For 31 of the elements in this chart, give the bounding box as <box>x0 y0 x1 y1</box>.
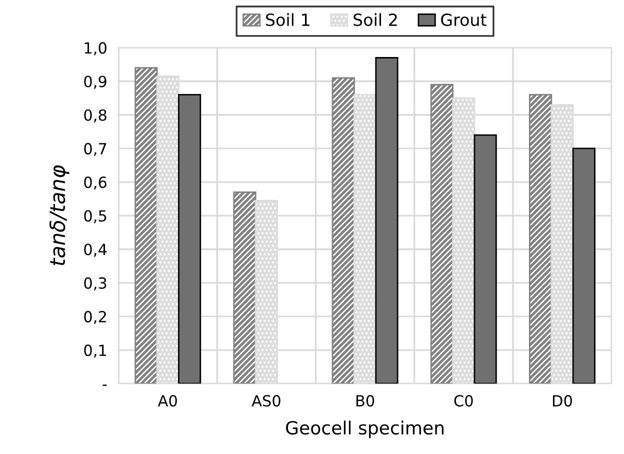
y-tick-label: 0,7 <box>84 142 106 156</box>
bar <box>233 191 256 384</box>
legend-label: Grout <box>441 13 486 26</box>
x-tick-label: B0 <box>356 395 374 407</box>
bar <box>178 94 202 384</box>
legend-label: Soil 1 <box>266 13 310 26</box>
y-tick-label: 0,6 <box>84 176 106 190</box>
legend-label: Soil 2 <box>354 13 397 26</box>
y-tick-label: 0,8 <box>84 109 106 122</box>
y-tick-label: 0,5 <box>84 210 106 224</box>
y-tick-label: 0,9 <box>84 76 106 89</box>
bar <box>332 77 355 384</box>
y-tick-label: 0,3 <box>84 277 106 290</box>
y-tick-label: 1,0 <box>84 42 106 56</box>
x-tick-label: AS0 <box>252 395 280 407</box>
bar <box>354 94 377 384</box>
y-tick-label: 0,2 <box>84 310 106 324</box>
y-tick-label: - <box>102 384 107 386</box>
x-axis-title: Geocell specimen <box>286 420 444 438</box>
y-axis-title: tanδ/tanφ <box>49 165 70 266</box>
x-tick-label: D0 <box>552 395 572 407</box>
bar <box>474 134 497 384</box>
bar <box>528 94 552 384</box>
bar <box>375 57 398 384</box>
y-tick-label: 0,1 <box>84 344 106 358</box>
x-tick-label: A0 <box>158 395 177 407</box>
bar <box>572 148 596 384</box>
y-tick-label: 0,4 <box>84 244 107 257</box>
x-tick-label: C0 <box>454 395 473 407</box>
bar <box>430 84 454 384</box>
bar <box>134 67 158 384</box>
